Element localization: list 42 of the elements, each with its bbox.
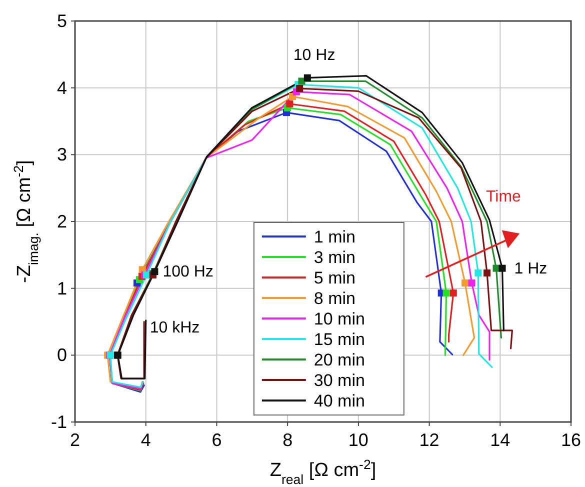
point (468, 279, 476, 286)
legend-label: 15 min (314, 330, 365, 349)
annotation: 10 Hz (293, 46, 336, 64)
y-tick-label: 3 (56, 144, 67, 165)
point (492, 264, 500, 272)
legend-label: 1 min (314, 228, 356, 246)
point (304, 74, 311, 82)
x-tick-label: 10 (348, 430, 368, 450)
y-tick-label: 5 (56, 11, 67, 31)
legend-label: 10 min (314, 310, 365, 328)
legend-label: 20 min (314, 350, 365, 370)
point (296, 85, 304, 92)
x-tick-label: 8 (282, 430, 293, 450)
point (298, 78, 306, 85)
point (498, 264, 506, 272)
x-axis-title: Z$_{real}$ [Ω cm$^{-2}$] (270, 456, 376, 486)
legend-label: 3 min (314, 248, 356, 267)
legend-label: 8 min (314, 289, 356, 308)
legend-label: 5 min (314, 268, 356, 288)
x-tick-label: 6 (212, 430, 222, 450)
x-tick-label: 14 (490, 430, 510, 450)
y-tick-label: 0 (56, 345, 67, 366)
point (286, 100, 294, 108)
annotation: 10 kHz (150, 319, 200, 336)
point (442, 290, 450, 297)
annotation: Time (486, 188, 522, 206)
point (474, 269, 482, 276)
x-tick-label: 2 (70, 430, 80, 450)
x-tick-label: 12 (419, 430, 440, 450)
point (484, 269, 491, 276)
y-tick-label: 1 (56, 278, 67, 298)
annotation: 100 Hz (162, 264, 214, 281)
point (462, 279, 469, 286)
y-tick-label: 4 (56, 78, 67, 98)
x-tick-label: 4 (140, 430, 151, 450)
y-tick-label: -1 (50, 412, 67, 432)
y-tick-label: 2 (56, 212, 67, 232)
x-tick-label: 16 (560, 430, 582, 450)
legend-label: 40 min (314, 392, 365, 410)
annotation: 1 Hz (514, 260, 548, 278)
point (450, 290, 457, 297)
legend-label: 30 min (314, 371, 365, 390)
